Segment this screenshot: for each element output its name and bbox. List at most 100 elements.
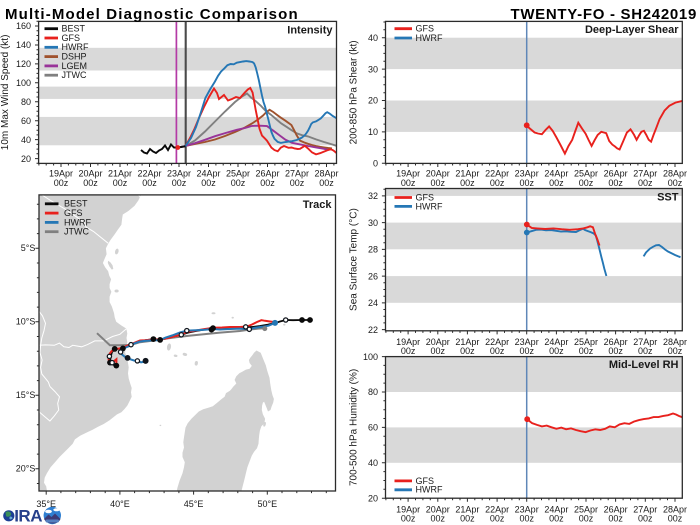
svg-text:00z: 00z xyxy=(519,513,534,523)
svg-text:00z: 00z xyxy=(549,178,564,188)
svg-text:JTWC: JTWC xyxy=(64,227,89,237)
svg-text:20Apr: 20Apr xyxy=(426,504,450,514)
svg-text:TWENTY-FO - SH242019: TWENTY-FO - SH242019 xyxy=(510,6,697,23)
svg-text:40: 40 xyxy=(368,458,378,468)
svg-text:28Apr: 28Apr xyxy=(314,168,338,178)
svg-text:00z: 00z xyxy=(319,178,334,188)
svg-text:00z: 00z xyxy=(608,513,623,523)
svg-text:00z: 00z xyxy=(172,178,187,188)
svg-text:45°E: 45°E xyxy=(184,499,204,509)
svg-text:24Apr: 24Apr xyxy=(544,504,568,514)
svg-text:00z: 00z xyxy=(83,178,98,188)
svg-text:BEST: BEST xyxy=(64,199,88,209)
svg-text:00z: 00z xyxy=(579,178,594,188)
svg-text:28Apr: 28Apr xyxy=(663,168,687,178)
svg-text:00z: 00z xyxy=(490,513,505,523)
svg-text:32: 32 xyxy=(368,191,378,201)
svg-text:27Apr: 27Apr xyxy=(633,168,657,178)
svg-text:00z: 00z xyxy=(401,346,416,356)
svg-text:160: 160 xyxy=(16,21,31,31)
svg-text:22Apr: 22Apr xyxy=(137,168,161,178)
svg-text:00z: 00z xyxy=(490,346,505,356)
svg-text:00z: 00z xyxy=(549,346,564,356)
svg-text:HWRF: HWRF xyxy=(416,33,443,43)
svg-text:19Apr: 19Apr xyxy=(396,504,420,514)
svg-text:SST: SST xyxy=(657,192,679,204)
svg-text:28: 28 xyxy=(368,245,378,255)
svg-text:21Apr: 21Apr xyxy=(455,337,479,347)
svg-text:00z: 00z xyxy=(460,346,475,356)
svg-text:00z: 00z xyxy=(519,346,534,356)
svg-text:26Apr: 26Apr xyxy=(604,337,628,347)
svg-text:00z: 00z xyxy=(608,346,623,356)
svg-text:00z: 00z xyxy=(290,178,305,188)
svg-text:00z: 00z xyxy=(519,178,534,188)
svg-text:24Apr: 24Apr xyxy=(544,168,568,178)
svg-text:40: 40 xyxy=(368,33,378,43)
svg-text:19Apr: 19Apr xyxy=(49,168,73,178)
svg-text:23Apr: 23Apr xyxy=(515,504,539,514)
svg-text:GFS: GFS xyxy=(62,33,81,43)
svg-text:27Apr: 27Apr xyxy=(633,337,657,347)
svg-text:10°S: 10°S xyxy=(16,317,36,327)
svg-text:00z: 00z xyxy=(431,513,446,523)
svg-text:23Apr: 23Apr xyxy=(167,168,191,178)
svg-text:00z: 00z xyxy=(579,346,594,356)
svg-text:19Apr: 19Apr xyxy=(396,337,420,347)
svg-text:22: 22 xyxy=(368,325,378,335)
svg-text:00z: 00z xyxy=(638,513,653,523)
svg-text:25Apr: 25Apr xyxy=(226,168,250,178)
svg-text:Track: Track xyxy=(303,199,333,211)
svg-text:21Apr: 21Apr xyxy=(455,168,479,178)
svg-text:DSHP: DSHP xyxy=(62,52,87,62)
svg-text:BEST: BEST xyxy=(62,24,86,34)
svg-text:60: 60 xyxy=(368,423,378,433)
svg-text:Mid-Level RH: Mid-Level RH xyxy=(609,359,679,371)
svg-text:23Apr: 23Apr xyxy=(515,337,539,347)
svg-text:20Apr: 20Apr xyxy=(426,168,450,178)
svg-text:24: 24 xyxy=(368,298,378,308)
svg-text:00z: 00z xyxy=(401,513,416,523)
svg-text:00z: 00z xyxy=(579,513,594,523)
svg-text:24Apr: 24Apr xyxy=(196,168,220,178)
svg-text:80: 80 xyxy=(368,387,378,397)
svg-text:700-500 hPa Humidity (%): 700-500 hPa Humidity (%) xyxy=(349,369,360,486)
svg-text:15°S: 15°S xyxy=(16,390,36,400)
svg-text:Multi-Model Diagnostic Compari: Multi-Model Diagnostic Comparison xyxy=(5,6,299,23)
svg-text:21Apr: 21Apr xyxy=(455,504,479,514)
svg-text:HWRF: HWRF xyxy=(62,42,89,52)
svg-text:22Apr: 22Apr xyxy=(485,504,509,514)
svg-text:20Apr: 20Apr xyxy=(78,168,102,178)
svg-text:HWRF: HWRF xyxy=(64,217,91,227)
svg-text:00z: 00z xyxy=(460,178,475,188)
svg-text:22Apr: 22Apr xyxy=(485,337,509,347)
svg-text:00z: 00z xyxy=(260,178,275,188)
svg-text:10m Max Wind Speed (kt): 10m Max Wind Speed (kt) xyxy=(0,35,11,151)
svg-text:80: 80 xyxy=(21,97,31,107)
svg-text:Intensity: Intensity xyxy=(287,25,333,37)
svg-text:20: 20 xyxy=(368,96,378,106)
svg-text:26: 26 xyxy=(368,271,378,281)
svg-text:20°S: 20°S xyxy=(16,464,36,474)
svg-text:00z: 00z xyxy=(142,178,157,188)
svg-text:26Apr: 26Apr xyxy=(604,504,628,514)
svg-text:23Apr: 23Apr xyxy=(515,168,539,178)
svg-text:00z: 00z xyxy=(431,346,446,356)
svg-text:GFS: GFS xyxy=(416,476,435,486)
svg-text:GFS: GFS xyxy=(64,208,83,218)
svg-text:IRA: IRA xyxy=(14,506,42,525)
svg-text:00z: 00z xyxy=(668,178,683,188)
svg-text:35°E: 35°E xyxy=(36,499,56,509)
svg-text:21Apr: 21Apr xyxy=(108,168,132,178)
svg-text:00z: 00z xyxy=(401,178,416,188)
svg-text:20Apr: 20Apr xyxy=(426,337,450,347)
svg-text:Sea Surface Temp (°C): Sea Surface Temp (°C) xyxy=(349,208,360,311)
svg-text:GFS: GFS xyxy=(416,192,435,202)
svg-text:50°E: 50°E xyxy=(257,499,277,509)
svg-text:HWRF: HWRF xyxy=(416,485,443,495)
svg-text:00z: 00z xyxy=(113,178,128,188)
svg-text:22Apr: 22Apr xyxy=(485,168,509,178)
svg-text:25Apr: 25Apr xyxy=(574,337,598,347)
svg-text:200-850 hPa Shear (kt): 200-850 hPa Shear (kt) xyxy=(349,40,360,144)
svg-text:LGEM: LGEM xyxy=(62,61,88,71)
